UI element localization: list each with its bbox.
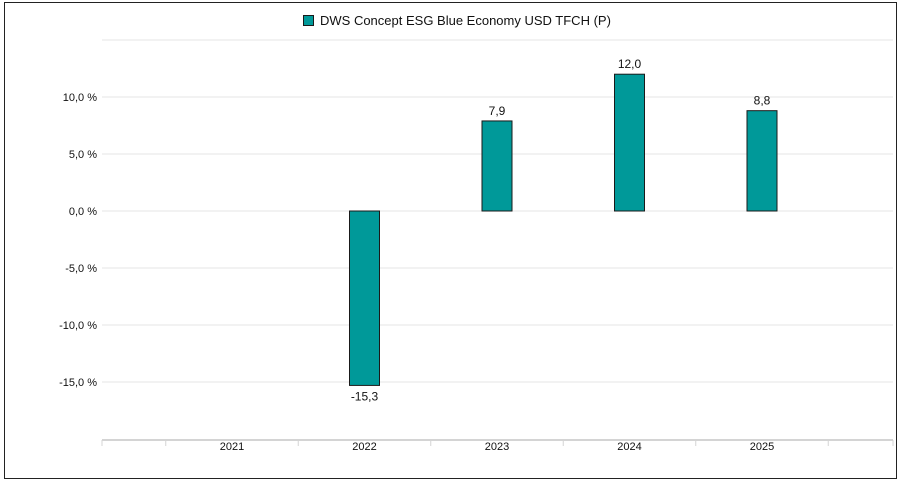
- bar: [349, 210, 380, 386]
- legend-swatch: [303, 15, 314, 26]
- y-tick-label: 5,0 %: [69, 149, 97, 161]
- legend: DWS Concept ESG Blue Economy USD TFCH (P…: [303, 13, 611, 28]
- y-tick-label: -15,0 %: [59, 377, 97, 389]
- data-label: 7,9: [489, 104, 506, 118]
- data-label: 12,0: [618, 57, 642, 71]
- bar: [481, 120, 513, 212]
- y-tick-label: 10,0 %: [63, 92, 97, 104]
- x-tick-label: 2022: [352, 441, 376, 453]
- bar: [614, 73, 645, 212]
- y-tick-label: -5,0 %: [65, 263, 97, 275]
- x-tick-label: 2025: [750, 441, 774, 453]
- data-label: -15,3: [351, 389, 379, 403]
- x-tick-label: 2024: [617, 441, 641, 453]
- x-tick-label: 2021: [220, 441, 244, 453]
- y-tick-label: -10,0 %: [59, 320, 97, 332]
- bar: [746, 110, 778, 212]
- data-label: 8,8: [754, 94, 771, 108]
- legend-label: DWS Concept ESG Blue Economy USD TFCH (P…: [320, 13, 611, 28]
- chart-frame: [4, 2, 897, 479]
- x-tick-label: 2023: [485, 441, 509, 453]
- y-tick-label: 0,0 %: [69, 206, 97, 218]
